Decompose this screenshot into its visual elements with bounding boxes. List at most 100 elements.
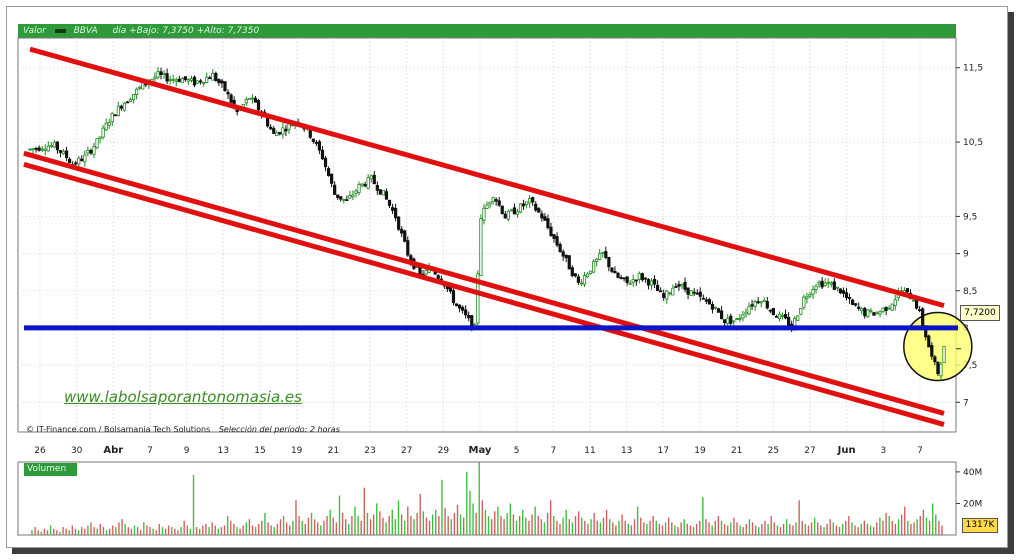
candle-body	[866, 309, 870, 317]
x-tick-label: 13	[621, 446, 632, 456]
candle-body	[223, 81, 227, 92]
candle-body	[552, 234, 556, 239]
x-tick-label: 27	[401, 446, 412, 456]
candle-body	[323, 157, 328, 168]
candle-body	[832, 281, 836, 290]
candle-body	[55, 141, 60, 151]
candle-body	[256, 100, 261, 111]
candle-body	[393, 207, 398, 219]
candle-body	[436, 275, 440, 279]
candle-body	[369, 175, 373, 180]
candle-body	[735, 318, 739, 321]
candle-body	[668, 292, 672, 295]
candle-body	[211, 73, 215, 81]
x-tick-label: 11	[584, 446, 595, 456]
candle-body	[381, 190, 386, 196]
candle-body	[549, 226, 553, 236]
candle-body	[418, 266, 422, 275]
candle-body	[159, 71, 163, 75]
candle-body	[363, 183, 367, 187]
candle-body	[534, 203, 538, 211]
candle-body	[509, 209, 513, 212]
candle-body	[774, 315, 779, 318]
x-tick-label: 21	[328, 446, 339, 456]
candle-body	[314, 141, 318, 144]
candle-body	[561, 251, 565, 257]
candle-body	[936, 361, 940, 375]
watermark-url: www.labolsaporantonomasia.es	[64, 388, 302, 406]
candle-body	[464, 309, 468, 316]
candle-body	[77, 157, 81, 165]
candle-body	[921, 308, 925, 327]
candle-body	[403, 230, 407, 242]
candle-body	[701, 297, 705, 300]
candle-body	[835, 286, 839, 289]
candle-body	[579, 282, 584, 285]
candle-body	[467, 314, 471, 319]
candle-body	[704, 299, 708, 302]
candle-body	[488, 201, 492, 205]
candle-body	[138, 86, 142, 89]
candle-body	[214, 72, 218, 81]
candle-body	[195, 80, 200, 84]
candle-body	[933, 356, 937, 363]
candle-body	[83, 154, 87, 163]
x-tick-label: 9	[184, 446, 190, 456]
x-tick-label: 7	[917, 446, 923, 456]
candle-body	[92, 146, 96, 155]
candle-body	[424, 269, 428, 275]
lower-channel-line-a	[23, 150, 945, 416]
candle-body	[619, 277, 623, 279]
candle-body	[333, 184, 337, 195]
candle-body	[183, 76, 187, 81]
candle-body	[640, 273, 644, 281]
candle-body	[576, 276, 581, 283]
candle-body	[759, 301, 763, 304]
candle-body	[177, 78, 181, 82]
volume-current-badge: 1317K	[962, 518, 998, 533]
candle-body	[649, 280, 654, 286]
candle-body	[125, 101, 130, 104]
candle-body	[729, 315, 733, 324]
candle-body	[732, 320, 736, 323]
candle-body	[454, 303, 459, 307]
candle-body	[838, 288, 843, 294]
candle-body	[153, 76, 157, 80]
candle-body	[744, 311, 748, 315]
candle-body	[278, 131, 282, 135]
symbol-color-swatch	[54, 28, 66, 33]
candle-body	[747, 306, 751, 315]
candle-body	[628, 282, 632, 285]
candle-body	[719, 310, 724, 320]
candle-body	[567, 255, 571, 270]
x-tick-label: 27	[804, 446, 815, 456]
candle-body	[726, 317, 730, 325]
y-tick-label: 7	[963, 398, 969, 408]
candle-body	[738, 318, 742, 320]
candle-body	[162, 72, 166, 75]
x-tick-label: May	[469, 445, 492, 456]
candle-body	[631, 279, 635, 283]
candle-body	[515, 211, 520, 215]
candle-body	[844, 292, 849, 299]
candle-body	[168, 79, 172, 82]
candle-body	[378, 189, 382, 195]
candle-body	[823, 282, 827, 286]
candle-body	[506, 210, 510, 220]
x-tick-label: 21	[731, 446, 742, 456]
candle-body	[180, 78, 184, 84]
candle-body	[491, 197, 495, 202]
candle-body	[64, 150, 69, 159]
candle-body	[479, 218, 483, 277]
x-tick-label: 26	[34, 446, 46, 456]
x-tick-label: 25	[768, 446, 779, 456]
candle-body	[707, 299, 712, 305]
candle-body	[326, 168, 331, 176]
volume-y-tick-label: 20M	[963, 499, 982, 509]
candle-body	[95, 138, 99, 149]
candle-body	[875, 312, 879, 315]
candle-body	[820, 280, 824, 288]
candle-body	[199, 80, 203, 83]
candle-body	[354, 190, 358, 194]
